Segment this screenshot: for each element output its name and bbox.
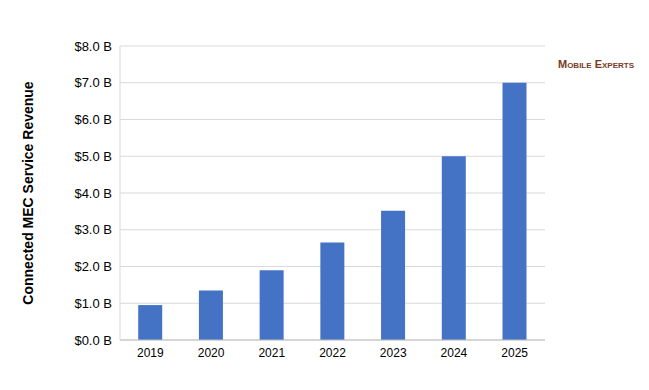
svg-text:$3.0 B: $3.0 B [74, 222, 112, 237]
svg-text:$7.0 B: $7.0 B [74, 75, 112, 90]
svg-text:2023: 2023 [380, 346, 407, 360]
svg-text:$4.0 B: $4.0 B [74, 186, 112, 201]
svg-text:2025: 2025 [501, 346, 528, 360]
svg-text:$2.0 B: $2.0 B [74, 259, 112, 274]
svg-text:$5.0 B: $5.0 B [74, 149, 112, 164]
svg-text:2019: 2019 [137, 346, 164, 360]
svg-text:2022: 2022 [319, 346, 346, 360]
svg-text:2024: 2024 [441, 346, 468, 360]
html-text:Mobile Experts: Mobile Experts [558, 58, 634, 70]
svg-text:2020: 2020 [198, 346, 225, 360]
svg-text:2021: 2021 [258, 346, 285, 360]
svg-text:$8.0 B: $8.0 B [74, 39, 112, 54]
svg-text:$0.0 B: $0.0 B [74, 333, 112, 348]
svg-text:$1.0 B: $1.0 B [74, 296, 112, 311]
svg-text:Connected MEC Service Revenue: Connected MEC Service Revenue [20, 81, 36, 305]
svg-text:$6.0 B: $6.0 B [74, 112, 112, 127]
